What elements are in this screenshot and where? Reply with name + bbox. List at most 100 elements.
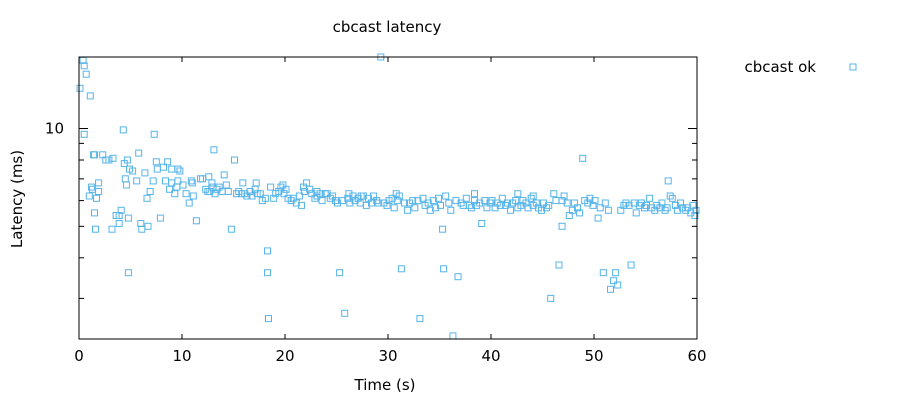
data-point bbox=[119, 126, 127, 134]
data-point bbox=[264, 247, 271, 255]
data-point bbox=[117, 206, 125, 214]
data-point bbox=[188, 179, 196, 187]
data-point bbox=[261, 194, 269, 202]
data-point bbox=[311, 194, 319, 202]
data-point bbox=[419, 194, 427, 202]
data-point bbox=[92, 225, 99, 233]
data-point bbox=[627, 261, 635, 269]
data-point bbox=[185, 199, 193, 207]
data-point bbox=[547, 294, 555, 302]
data-point bbox=[137, 220, 145, 227]
data-point bbox=[445, 199, 453, 207]
data-point bbox=[459, 201, 467, 209]
data-point bbox=[174, 165, 182, 173]
data-point bbox=[270, 194, 278, 202]
data-point bbox=[555, 261, 563, 269]
data-point bbox=[82, 70, 90, 78]
data-point bbox=[641, 204, 648, 212]
data-point bbox=[454, 273, 462, 281]
data-point bbox=[488, 197, 496, 205]
data-point bbox=[146, 188, 154, 195]
data-point bbox=[210, 146, 218, 154]
data-point bbox=[545, 201, 553, 209]
data-point bbox=[416, 315, 424, 323]
data-point bbox=[122, 181, 130, 189]
data-point bbox=[313, 188, 321, 195]
plot-area bbox=[76, 53, 700, 340]
data-point bbox=[512, 197, 520, 205]
data-point bbox=[153, 165, 161, 173]
x-tick-label: 30 bbox=[378, 347, 397, 365]
data-point bbox=[121, 175, 129, 183]
data-point bbox=[409, 197, 417, 205]
data-point bbox=[174, 177, 182, 185]
data-point bbox=[115, 220, 123, 227]
data-point bbox=[199, 175, 207, 183]
data-point bbox=[150, 130, 158, 138]
data-point bbox=[76, 84, 84, 92]
data-point bbox=[187, 177, 195, 185]
data-point bbox=[449, 332, 457, 340]
data-point bbox=[171, 190, 179, 198]
data-point bbox=[442, 192, 450, 200]
data-point bbox=[404, 206, 412, 214]
data-point bbox=[486, 199, 494, 207]
x-tick-label: 0 bbox=[74, 347, 84, 365]
data-point bbox=[256, 190, 264, 198]
data-point bbox=[501, 201, 509, 209]
data-point bbox=[265, 315, 272, 323]
data-point bbox=[401, 199, 408, 207]
data-point bbox=[543, 204, 551, 212]
data-point bbox=[164, 158, 172, 166]
data-point bbox=[671, 201, 679, 209]
x-axis: 0 10 20 30 40 50 60 bbox=[74, 57, 707, 365]
data-point bbox=[601, 199, 609, 207]
data-point bbox=[202, 185, 210, 193]
data-point bbox=[411, 204, 419, 212]
data-point bbox=[591, 197, 599, 205]
data-point bbox=[292, 199, 300, 207]
data-point bbox=[447, 206, 455, 214]
data-point bbox=[344, 194, 352, 202]
data-point bbox=[635, 201, 643, 209]
data-point bbox=[620, 201, 628, 209]
data-point bbox=[388, 194, 396, 202]
data-point bbox=[429, 197, 437, 205]
data-point bbox=[437, 201, 444, 209]
data-point bbox=[95, 179, 103, 187]
legend-label: cbcast ok bbox=[744, 58, 816, 76]
chart-title: cbcast latency bbox=[333, 18, 442, 36]
data-point bbox=[182, 190, 190, 198]
data-point bbox=[91, 209, 98, 217]
data-point bbox=[124, 214, 132, 222]
data-point bbox=[457, 199, 465, 207]
data-point bbox=[646, 194, 654, 202]
data-point bbox=[156, 214, 164, 222]
data-point bbox=[334, 199, 341, 207]
data-point bbox=[440, 265, 448, 273]
data-point bbox=[91, 151, 98, 159]
data-point bbox=[471, 197, 478, 205]
data-point bbox=[287, 197, 295, 205]
data-point bbox=[666, 192, 674, 200]
data-point bbox=[677, 199, 684, 207]
legend-marker bbox=[849, 63, 857, 71]
data-point bbox=[393, 197, 401, 205]
data-point bbox=[129, 167, 137, 175]
data-point bbox=[233, 190, 241, 198]
data-point bbox=[124, 269, 132, 277]
data-point bbox=[390, 204, 398, 212]
data-point bbox=[205, 173, 213, 181]
data-point bbox=[160, 163, 167, 171]
data-point bbox=[491, 204, 499, 212]
data-point bbox=[86, 92, 94, 100]
data-point bbox=[373, 197, 381, 205]
data-point bbox=[220, 171, 228, 179]
data-point bbox=[168, 165, 176, 173]
data-point bbox=[349, 192, 357, 200]
data-point bbox=[246, 188, 254, 195]
data-point bbox=[465, 201, 473, 209]
data-point bbox=[275, 188, 283, 195]
data-point bbox=[663, 204, 671, 212]
